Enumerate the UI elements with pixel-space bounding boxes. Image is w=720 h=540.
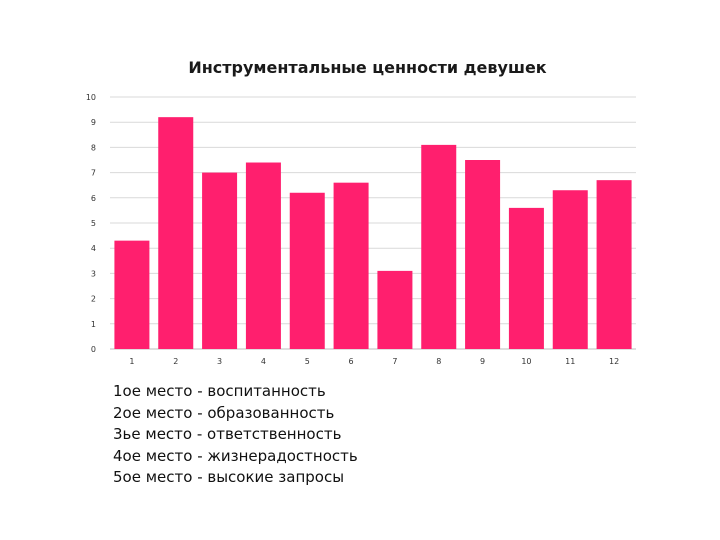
chart-title: Инструментальные ценности девушек: [188, 58, 547, 77]
x-tick-label: 10: [521, 357, 531, 366]
y-tick-label: 8: [91, 143, 96, 152]
ranking-item: 2ое место - образованность: [113, 403, 335, 422]
x-tick-label: 1: [129, 357, 134, 366]
bar-7: [377, 270, 413, 349]
y-tick-label: 9: [91, 118, 96, 127]
ranking-item: 4ое место - жизнерадостность: [113, 446, 358, 465]
y-tick-label: 0: [91, 345, 96, 354]
x-tick-label: 4: [261, 357, 266, 366]
y-tick-label: 2: [91, 295, 96, 304]
ranking-item: 3ье место - ответственность: [113, 425, 342, 443]
bar-2: [158, 117, 194, 349]
y-tick-label: 3: [91, 269, 96, 278]
y-tick-label: 7: [91, 169, 96, 178]
bar-10: [508, 207, 544, 349]
ranking-item: 5ое место - высокие запросы: [113, 468, 345, 486]
bar-9: [465, 160, 501, 349]
bar-5: [289, 192, 325, 349]
bar-12: [596, 180, 632, 349]
ranking-item: 1ое место - воспитанность: [113, 382, 326, 400]
y-tick-label: 10: [86, 93, 96, 102]
x-tick-label: 12: [609, 357, 619, 366]
bar-8: [421, 144, 457, 349]
x-tick-label: 6: [349, 357, 354, 366]
ranking-list: 1ое место - воспитанность 2ое место - обр…: [113, 381, 358, 489]
y-tick-label: 4: [91, 244, 96, 253]
bar-1: [114, 240, 150, 349]
y-tick-label: 6: [91, 194, 96, 203]
x-tick-label: 2: [173, 357, 178, 366]
x-tick-label: 11: [565, 357, 575, 366]
y-tick-label: 5: [91, 219, 96, 228]
bar-11: [552, 190, 588, 349]
x-tick-label: 9: [480, 357, 485, 366]
x-tick-label: 3: [217, 357, 222, 366]
x-tick-label: 5: [305, 357, 310, 366]
bar-3: [202, 172, 238, 349]
bar-6: [333, 182, 369, 349]
y-tick-label: 1: [91, 320, 96, 329]
bar-4: [245, 162, 281, 349]
x-tick-label: 8: [436, 357, 441, 366]
x-tick-label: 7: [392, 357, 397, 366]
